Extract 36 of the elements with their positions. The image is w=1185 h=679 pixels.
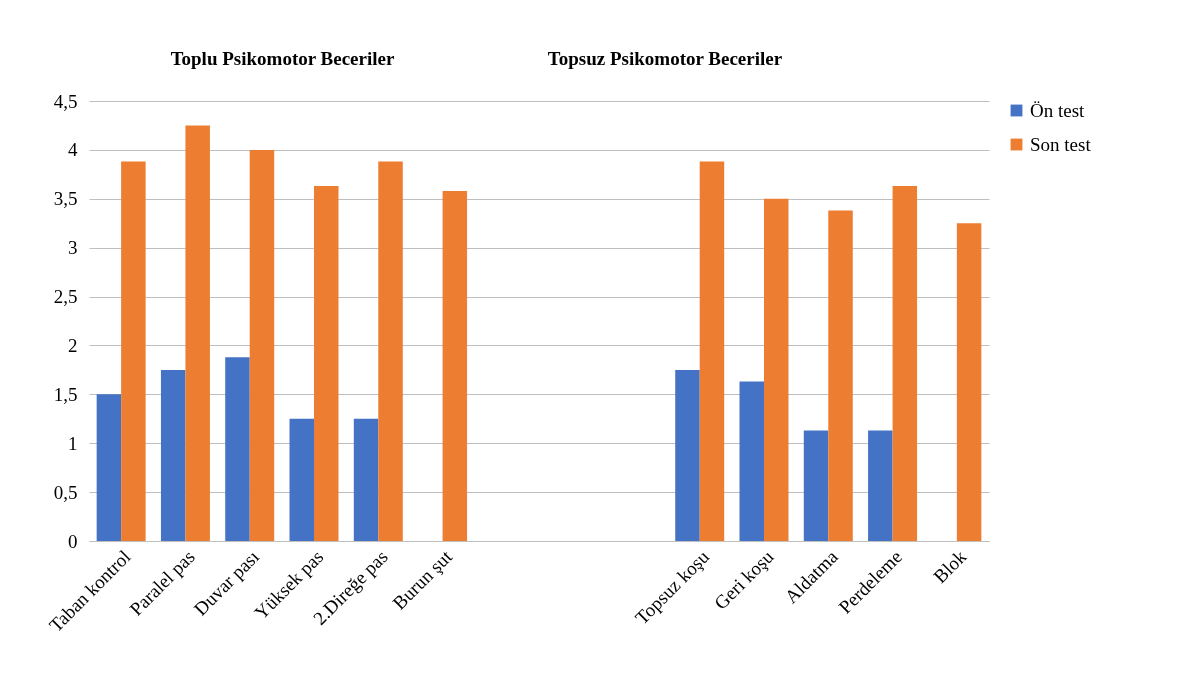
bar [442, 190, 468, 541]
bar [249, 149, 275, 541]
bar [314, 186, 339, 541]
bar [868, 430, 893, 541]
y-tick-label: 3 [68, 237, 78, 259]
y-tick-label: 2 [68, 334, 78, 356]
y-tick-label: 3,5 [53, 188, 78, 210]
bar [185, 125, 210, 541]
legend-label: Ön test [1030, 99, 1086, 121]
bar [892, 186, 918, 541]
bar [160, 369, 186, 541]
bar [289, 418, 314, 541]
bar [675, 369, 700, 541]
y-tick-label: 1,5 [53, 383, 78, 405]
bar [225, 357, 250, 541]
bar [353, 418, 379, 541]
y-tick-label: 0 [68, 530, 78, 552]
y-tick-label: 1 [68, 432, 78, 454]
x-tick-label: Geri koşu [709, 545, 778, 614]
bar [699, 161, 725, 541]
text: Toplu Psikomotor Beceriler [170, 48, 395, 69]
bar [739, 381, 764, 541]
text: Topsuz Psikomotor Beceriler [547, 48, 783, 69]
legend-label: Son test [1030, 133, 1092, 155]
bar [378, 161, 403, 541]
bar [828, 210, 853, 541]
bar [96, 394, 122, 541]
bar [121, 161, 146, 541]
y-tick-label: 2,5 [53, 286, 78, 308]
bar [764, 198, 789, 541]
y-tick-label: 4 [68, 139, 78, 161]
bar [956, 223, 982, 541]
y-tick-label: 0,5 [53, 481, 78, 503]
x-tick-label: Blok [929, 545, 971, 588]
bar [803, 430, 829, 541]
y-tick-label: 4,5 [53, 90, 78, 112]
